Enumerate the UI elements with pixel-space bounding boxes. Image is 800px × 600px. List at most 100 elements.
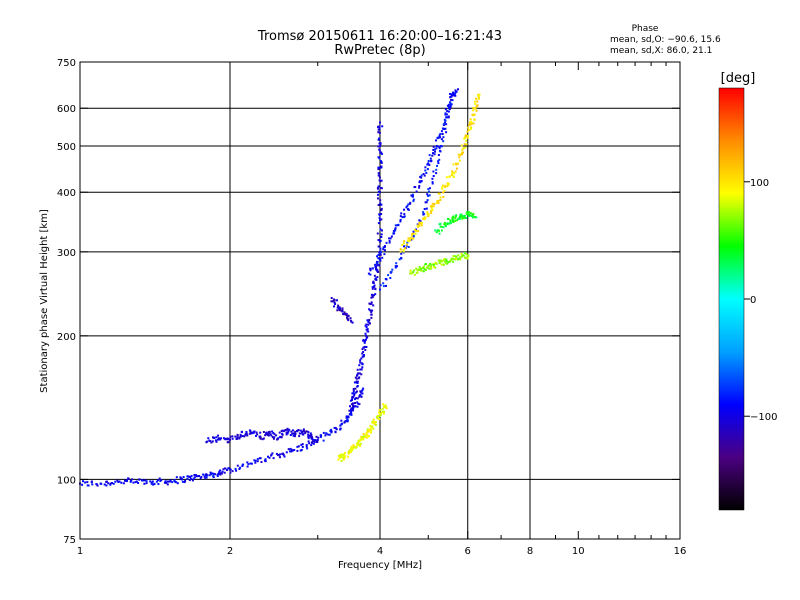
data-point: [410, 234, 413, 237]
data-point: [289, 450, 291, 453]
data-point: [478, 93, 481, 96]
data-point: [472, 122, 475, 125]
data-point: [250, 432, 252, 434]
data-point: [369, 267, 372, 270]
data-point: [280, 436, 283, 438]
data-point: [446, 223, 449, 226]
data-point: [214, 439, 217, 442]
data-point: [380, 203, 383, 206]
data-point: [457, 162, 459, 165]
data-point: [334, 303, 337, 306]
data-point: [103, 483, 106, 486]
data-point: [169, 480, 172, 483]
data-point: [351, 392, 354, 395]
data-point: [434, 148, 436, 151]
data-point: [378, 137, 381, 140]
data-point: [452, 260, 455, 263]
data-point: [356, 442, 359, 445]
data-point: [432, 170, 435, 173]
data-point: [423, 208, 426, 210]
colorbar-tick-label: 0: [750, 295, 756, 306]
data-point: [406, 243, 408, 246]
data-point: [356, 401, 359, 404]
data-point: [239, 433, 242, 436]
data-point: [368, 308, 371, 311]
data-point: [290, 450, 293, 453]
data-point: [377, 245, 380, 248]
data-point: [440, 145, 443, 148]
data-point: [339, 427, 342, 430]
data-point: [435, 172, 438, 175]
data-point: [453, 172, 456, 175]
data-point: [389, 237, 392, 240]
data-point: [247, 463, 250, 466]
data-point: [431, 154, 434, 157]
data-point: [370, 429, 373, 432]
data-point: [299, 432, 302, 435]
data-point: [268, 456, 271, 459]
data-point: [427, 162, 430, 165]
data-point: [215, 440, 218, 443]
data-point: [454, 215, 457, 218]
data-point: [447, 261, 450, 264]
data-point: [356, 444, 359, 447]
data-point: [226, 469, 229, 471]
data-point: [182, 476, 185, 478]
data-point: [337, 454, 340, 457]
data-point: [345, 314, 348, 316]
data-point: [236, 433, 239, 436]
data-point: [256, 458, 259, 460]
data-point: [476, 104, 479, 107]
data-point: [322, 431, 325, 434]
data-point: [297, 429, 300, 431]
data-point: [455, 90, 458, 93]
data-point: [356, 373, 359, 376]
data-point: [390, 270, 393, 273]
data-point: [412, 198, 415, 201]
data-point: [451, 99, 454, 102]
data-point: [86, 484, 89, 487]
data-point: [443, 121, 446, 124]
data-point: [204, 474, 207, 477]
data-point: [362, 435, 364, 438]
data-point: [109, 483, 112, 486]
data-point: [253, 430, 256, 433]
data-point: [365, 326, 368, 328]
data-point: [360, 368, 363, 371]
data-point: [439, 222, 442, 225]
data-point: [383, 253, 386, 256]
data-point: [457, 258, 460, 261]
data-point: [366, 330, 369, 333]
data-point: [366, 428, 369, 431]
data-point: [453, 94, 456, 96]
data-point: [464, 136, 466, 139]
data-point: [445, 258, 448, 261]
data-point: [374, 293, 377, 296]
x-tick-label: 4: [377, 546, 383, 557]
data-point: [422, 173, 425, 175]
data-point: [359, 442, 362, 445]
data-point: [391, 268, 394, 271]
data-point: [456, 219, 459, 222]
data-point: [437, 199, 440, 202]
data-point: [435, 201, 438, 204]
data-point: [459, 213, 462, 216]
data-point: [153, 482, 156, 485]
data-point: [457, 153, 460, 156]
data-point: [364, 349, 367, 351]
data-point: [95, 483, 98, 486]
data-point: [442, 226, 445, 229]
data-point: [360, 362, 363, 365]
data-point: [409, 272, 412, 275]
data-point: [158, 477, 161, 480]
data-point: [419, 220, 422, 223]
data-point: [466, 130, 469, 133]
data-point: [281, 429, 284, 432]
data-point: [405, 244, 408, 247]
data-point: [301, 443, 304, 446]
data-point: [346, 315, 349, 318]
data-point: [371, 425, 374, 428]
data-point: [414, 232, 417, 235]
data-point: [354, 387, 357, 390]
data-point: [437, 202, 440, 204]
